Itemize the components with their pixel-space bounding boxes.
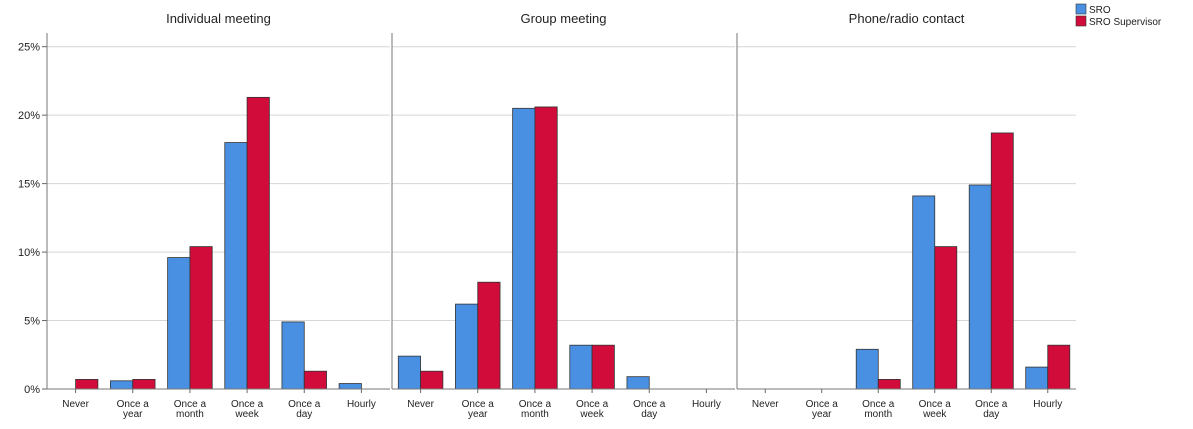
- bar-sro-supervisor: [534, 106, 558, 390]
- bar-sro-supervisor: [1047, 344, 1071, 390]
- legend-swatch: [1075, 3, 1087, 15]
- bar-sro-supervisor: [420, 370, 444, 390]
- bar-sro: [338, 383, 362, 390]
- x-tick-label: Once a day: [975, 399, 1008, 420]
- x-tick-label: Hourly: [1033, 399, 1062, 410]
- x-tick-label: Hourly: [692, 399, 721, 410]
- bar-sro: [1025, 366, 1049, 390]
- bar-sro-supervisor: [934, 246, 958, 390]
- bar-sro: [855, 348, 879, 390]
- bar-sro-supervisor: [591, 344, 615, 390]
- legend-swatch: [1075, 15, 1087, 27]
- y-tick-label: 20%: [18, 110, 40, 122]
- x-tick-label: Once a week: [576, 399, 609, 420]
- bar-sro-supervisor: [132, 379, 156, 390]
- bar-sro: [110, 380, 134, 390]
- bar-sro-supervisor: [75, 379, 99, 390]
- y-tick-label: 5%: [24, 316, 40, 328]
- panel-title: Phone/radio contact: [849, 11, 965, 26]
- x-tick-label: Never: [752, 399, 779, 410]
- bar-sro-supervisor: [246, 96, 270, 390]
- bar-sro: [281, 321, 305, 390]
- bar-sro-supervisor: [877, 379, 901, 390]
- bar-sro-supervisor: [189, 246, 213, 390]
- x-tick-label: Once a year: [117, 399, 150, 420]
- bar-sro: [224, 142, 248, 390]
- bar-sro-supervisor: [477, 281, 501, 390]
- x-tick-label: Once a week: [919, 399, 952, 420]
- legend-label: SRO Supervisor: [1089, 17, 1162, 28]
- x-tick-label: Once a day: [288, 399, 321, 420]
- x-tick-label: Once a month: [174, 399, 207, 420]
- x-tick-label: Once a month: [862, 399, 895, 420]
- bar-sro: [512, 107, 536, 390]
- x-tick-label: Never: [407, 399, 434, 410]
- bar-sro-supervisor: [303, 370, 327, 390]
- bar-sro-supervisor: [990, 132, 1014, 390]
- bar-sro: [167, 257, 191, 390]
- bar-sro: [626, 376, 650, 390]
- bar-sro: [397, 355, 421, 390]
- x-tick-label: Once a year: [462, 399, 495, 420]
- bar-sro: [968, 184, 992, 390]
- x-tick-label: Once a day: [633, 399, 666, 420]
- x-tick-label: Once a year: [806, 399, 839, 420]
- x-tick-label: Once a week: [231, 399, 264, 420]
- bar-sro: [912, 195, 936, 390]
- panel-title: Group meeting: [521, 11, 607, 26]
- y-tick-label: 25%: [18, 42, 40, 54]
- y-tick-label: 0%: [24, 384, 40, 396]
- x-tick-label: Once a month: [519, 399, 552, 420]
- legend-label: SRO: [1089, 5, 1111, 16]
- bar-sro: [455, 303, 479, 390]
- panel-title: Individual meeting: [166, 11, 271, 26]
- y-tick-label: 10%: [18, 247, 40, 259]
- bar-sro: [569, 344, 593, 390]
- x-tick-label: Never: [62, 399, 89, 410]
- x-tick-label: Hourly: [347, 399, 376, 410]
- y-tick-label: 15%: [18, 179, 40, 191]
